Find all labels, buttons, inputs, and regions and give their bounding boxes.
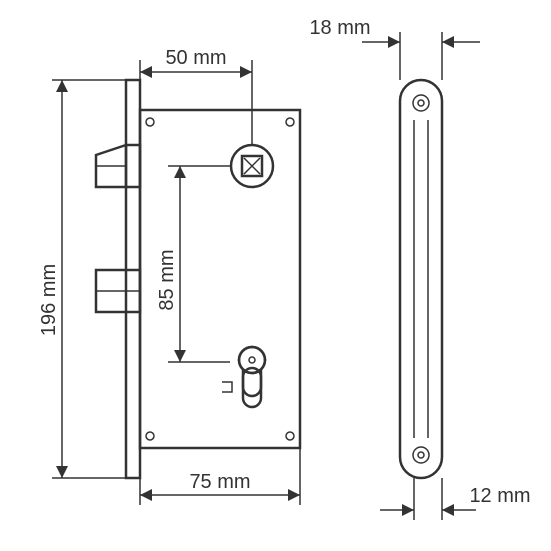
- dim-label: 75 mm: [189, 471, 250, 493]
- screw-icon: [286, 118, 294, 126]
- dim-label: 18 mm: [309, 17, 370, 39]
- dim-label: 50 mm: [165, 47, 226, 69]
- screw-icon: [413, 95, 429, 111]
- dim-75mm: 75 mm: [140, 448, 300, 505]
- screw-icon: [413, 447, 429, 463]
- dim-label: 85 mm: [156, 249, 178, 310]
- strike-plate: [400, 80, 442, 478]
- dim-label: 196 mm: [38, 264, 60, 336]
- faceplate: [126, 80, 140, 478]
- screw-icon: [146, 118, 154, 126]
- screw-icon: [286, 432, 294, 440]
- dim-196mm: 196 mm: [38, 80, 126, 478]
- dim-label: 12 mm: [469, 485, 530, 507]
- cylinder-icon: [222, 347, 265, 407]
- latch-bolt: [96, 145, 140, 187]
- dim-12mm: 12 mm: [380, 478, 531, 520]
- screw-icon: [146, 432, 154, 440]
- dim-18mm: 18 mm: [309, 17, 480, 80]
- lock-dimension-diagram: 196 mm 50 mm 85 mm 75 mm 18 mm 12 mm: [0, 0, 551, 551]
- deadbolt: [96, 270, 140, 312]
- dim-85mm: 85 mm: [156, 166, 231, 362]
- dim-50mm: 50 mm: [140, 47, 252, 145]
- spindle: [231, 145, 273, 187]
